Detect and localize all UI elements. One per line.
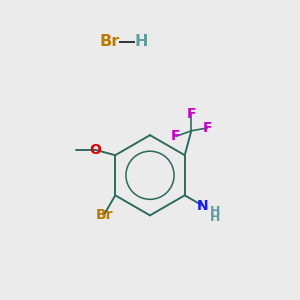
Text: H: H [134, 34, 148, 49]
Text: H: H [210, 211, 220, 224]
Text: F: F [202, 121, 212, 135]
Text: N: N [197, 199, 208, 213]
Text: F: F [171, 129, 181, 143]
Text: H: H [210, 205, 220, 218]
Text: Br: Br [95, 208, 113, 222]
Text: F: F [187, 107, 196, 122]
Text: O: O [89, 143, 101, 157]
Text: Br: Br [100, 34, 120, 49]
